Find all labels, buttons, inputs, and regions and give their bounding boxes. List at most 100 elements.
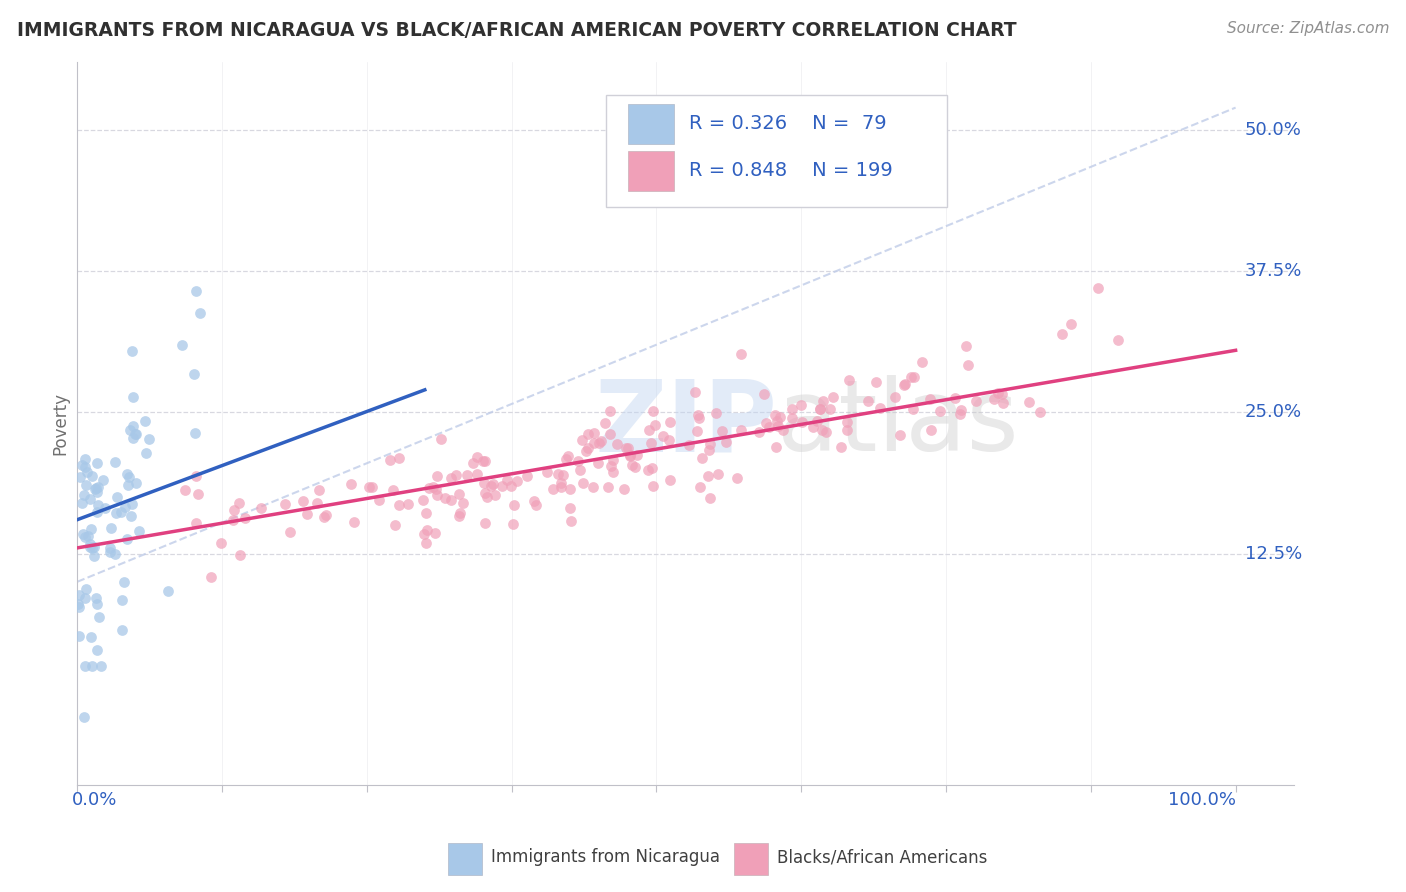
Point bbox=[900, 369, 922, 384]
Point bbox=[105, 490, 128, 504]
Point bbox=[359, 480, 381, 494]
Point bbox=[87, 498, 110, 512]
Point bbox=[547, 467, 569, 482]
Point bbox=[98, 541, 121, 555]
Point bbox=[595, 416, 617, 430]
Point bbox=[600, 458, 623, 473]
Text: 12.5%: 12.5% bbox=[1244, 544, 1302, 563]
Point bbox=[572, 475, 595, 490]
Point bbox=[651, 428, 673, 442]
Point bbox=[434, 491, 457, 505]
Point bbox=[571, 433, 593, 447]
FancyBboxPatch shape bbox=[606, 95, 946, 207]
Point bbox=[471, 454, 494, 468]
Point bbox=[920, 392, 942, 406]
Point bbox=[704, 406, 727, 420]
Point bbox=[138, 432, 160, 446]
Point bbox=[911, 355, 934, 369]
Point bbox=[173, 483, 195, 498]
Point bbox=[558, 482, 581, 496]
Point bbox=[763, 408, 786, 422]
Point bbox=[599, 404, 621, 418]
Point bbox=[780, 402, 803, 417]
Point bbox=[768, 419, 790, 434]
Point bbox=[360, 480, 382, 494]
Text: 37.5%: 37.5% bbox=[1244, 262, 1302, 280]
FancyBboxPatch shape bbox=[628, 151, 675, 191]
Point bbox=[384, 517, 406, 532]
Point bbox=[987, 385, 1010, 400]
Point bbox=[516, 469, 538, 483]
FancyBboxPatch shape bbox=[628, 104, 675, 144]
Point bbox=[396, 497, 419, 511]
Point bbox=[474, 516, 496, 531]
Point bbox=[422, 480, 444, 494]
Text: 50.0%: 50.0% bbox=[1244, 121, 1302, 139]
Point bbox=[955, 339, 977, 353]
Point bbox=[755, 416, 778, 430]
Point bbox=[121, 497, 143, 511]
Point bbox=[474, 486, 496, 500]
Point bbox=[806, 414, 828, 428]
Point bbox=[582, 480, 605, 494]
Point bbox=[426, 488, 449, 502]
Point bbox=[111, 592, 134, 607]
Point bbox=[582, 436, 605, 450]
Point bbox=[117, 467, 139, 481]
Point bbox=[619, 449, 641, 463]
Point bbox=[983, 392, 1005, 406]
Point bbox=[292, 493, 315, 508]
Point bbox=[184, 425, 207, 440]
Point bbox=[748, 425, 770, 440]
Point bbox=[184, 284, 207, 298]
Point bbox=[920, 423, 942, 437]
Point bbox=[77, 529, 100, 543]
Point bbox=[187, 486, 209, 500]
Point bbox=[125, 475, 148, 490]
Point bbox=[686, 424, 709, 438]
Point bbox=[943, 391, 966, 405]
Point bbox=[765, 440, 787, 454]
Point bbox=[114, 500, 136, 515]
Point bbox=[696, 469, 718, 483]
Point bbox=[465, 450, 488, 464]
Point bbox=[602, 465, 624, 479]
Point bbox=[640, 436, 662, 450]
Point bbox=[711, 425, 734, 439]
Point bbox=[416, 524, 439, 538]
Point bbox=[75, 477, 97, 491]
Point bbox=[426, 469, 449, 483]
Point bbox=[689, 480, 711, 494]
Point bbox=[413, 526, 436, 541]
Point bbox=[752, 387, 775, 401]
Point bbox=[112, 574, 135, 589]
Point bbox=[965, 394, 987, 409]
Point bbox=[550, 476, 572, 491]
Point bbox=[550, 480, 572, 494]
Point bbox=[70, 496, 93, 510]
Point bbox=[558, 500, 581, 515]
Point bbox=[576, 427, 599, 442]
Point bbox=[91, 473, 114, 487]
Text: 0.0%: 0.0% bbox=[72, 790, 117, 809]
Point bbox=[830, 440, 852, 454]
Point bbox=[73, 591, 96, 605]
Point bbox=[576, 441, 599, 455]
Point bbox=[110, 505, 132, 519]
Point bbox=[73, 710, 96, 724]
Point bbox=[308, 483, 330, 497]
Point bbox=[758, 420, 780, 434]
FancyBboxPatch shape bbox=[449, 843, 482, 875]
Point bbox=[79, 537, 101, 551]
Point bbox=[69, 470, 91, 484]
Point bbox=[523, 493, 546, 508]
Point bbox=[465, 467, 488, 481]
Point bbox=[315, 508, 337, 522]
Point bbox=[583, 425, 606, 440]
Point bbox=[643, 479, 665, 493]
Point bbox=[430, 433, 453, 447]
Point bbox=[72, 527, 94, 541]
Point bbox=[278, 525, 301, 540]
Text: Immigrants from Nicaragua: Immigrants from Nicaragua bbox=[491, 848, 720, 866]
Text: Blacks/African Americans: Blacks/African Americans bbox=[776, 848, 987, 866]
